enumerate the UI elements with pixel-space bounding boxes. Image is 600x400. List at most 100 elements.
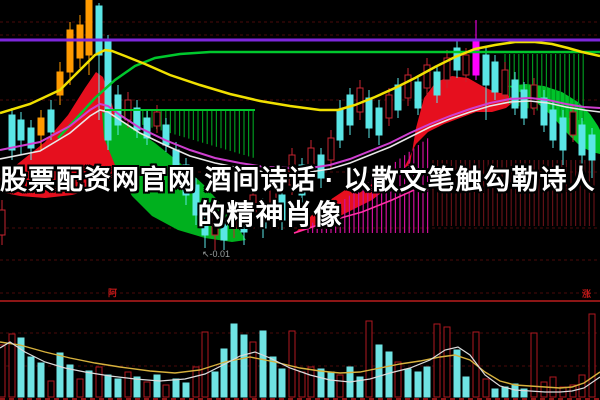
candle: [298, 164, 306, 196]
cloud-green-right: [508, 84, 600, 154]
volume-bar: [375, 344, 383, 398]
candle: [259, 204, 267, 229]
candle: [433, 71, 441, 96]
candle: [540, 97, 548, 126]
cloud-green-left: [102, 112, 246, 242]
candle: [491, 61, 499, 93]
candle: [17, 119, 25, 141]
candle: [588, 134, 596, 161]
candle: [569, 111, 577, 136]
candle: [143, 117, 151, 139]
candle: [365, 97, 373, 129]
green-ma-line: [57, 50, 600, 139]
candle: [327, 137, 335, 161]
volume-yellow-ma-line: [0, 341, 600, 389]
candle: [472, 41, 480, 76]
candle: [394, 84, 402, 111]
candle: [530, 84, 538, 109]
candle: [85, 0, 93, 56]
candle: [192, 184, 200, 216]
hatch-darkred: [432, 160, 595, 226]
volume-bar: [47, 380, 55, 398]
candle: [27, 127, 35, 149]
volume-bar: [66, 364, 74, 398]
candle: [182, 164, 190, 196]
candle: [462, 54, 470, 76]
candle: [453, 47, 461, 71]
white-ma-line: [0, 100, 600, 174]
candle: [346, 94, 354, 126]
volume-bar: [453, 349, 461, 398]
volume-bar: [443, 326, 451, 398]
volume-bar: [462, 376, 470, 398]
volume-bar: [192, 366, 200, 398]
volume-bar: [259, 330, 267, 398]
volume-bar: [56, 352, 64, 398]
volume-bars: [0, 313, 596, 398]
volume-bar: [394, 361, 402, 398]
candle: [520, 89, 528, 119]
volume-bar: [162, 384, 170, 398]
volume-bar: [356, 376, 364, 398]
candle: [95, 5, 103, 56]
candle: [249, 194, 257, 219]
volume-bar: [520, 388, 528, 398]
candle: [549, 109, 557, 141]
volume-bar: [95, 366, 103, 398]
clouds: [102, 112, 246, 242]
volume-bar: [404, 368, 412, 398]
volume-white-ma-line: [0, 341, 600, 393]
candle: [356, 87, 364, 113]
volume-bar: [365, 320, 373, 398]
volume-bar: [540, 381, 548, 398]
volume-bar: [278, 368, 286, 398]
candle: [578, 124, 586, 156]
volume-bar: [201, 331, 209, 398]
candle: [220, 219, 228, 241]
yellow-ma-line: [0, 40, 600, 115]
volume-bar: [104, 374, 112, 398]
candle: [443, 57, 451, 81]
candle: [404, 74, 412, 99]
volume-bar: [482, 378, 490, 398]
volume-bar: [588, 313, 596, 398]
volume-bar: [327, 371, 335, 398]
candle: [559, 117, 567, 151]
left-red-marker-glyph: 阿: [108, 288, 118, 298]
volume-bar: [37, 362, 45, 398]
volume-bar: [298, 371, 306, 398]
candle: [501, 69, 509, 96]
volume-bar: [423, 366, 431, 398]
volume-bar: [211, 371, 219, 398]
clouds: [508, 84, 600, 154]
pink-cloud-edge-line: [293, 189, 415, 234]
magenta-ma-line: [0, 96, 600, 169]
candle: [66, 29, 74, 73]
volume-bar: [182, 382, 190, 398]
volume-bar: [288, 330, 296, 398]
candle: [511, 79, 519, 109]
volume-bar: [172, 378, 180, 398]
candle: [230, 204, 238, 229]
volume-bar: [17, 337, 25, 398]
candle: [47, 109, 55, 133]
candle: [269, 184, 277, 211]
volume-bar: [414, 371, 422, 398]
headline-overlay-line2: 的精神肖像: [197, 199, 343, 230]
candle: [8, 114, 16, 151]
volume-bar: [530, 332, 538, 398]
candle: [288, 154, 296, 186]
candle: [336, 109, 344, 141]
volume-bar: [336, 374, 344, 398]
volume-bar: [220, 348, 228, 398]
volume-bar: [269, 356, 277, 398]
volume-bar: [307, 366, 315, 398]
volume-bar: [114, 378, 122, 398]
volume-bar: [491, 388, 499, 398]
candle: [211, 214, 219, 236]
headline-overlay-line1: 股票配资网官网 酒间诗话 · 以散文笔触勾勒诗人: [0, 165, 596, 195]
candle: [37, 117, 45, 136]
candle: [385, 94, 393, 119]
volume-bar: [133, 376, 141, 398]
